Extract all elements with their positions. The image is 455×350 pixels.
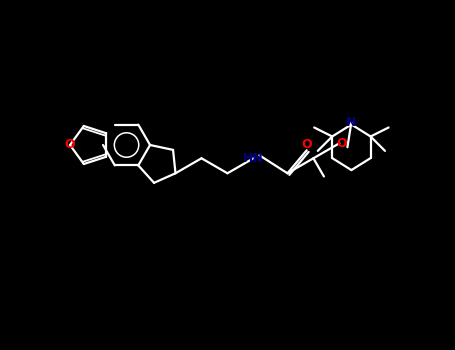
Text: O: O xyxy=(65,139,76,152)
Text: N: N xyxy=(346,116,357,129)
Text: HN: HN xyxy=(243,152,264,165)
Text: O: O xyxy=(336,137,347,150)
Text: O: O xyxy=(301,138,312,151)
